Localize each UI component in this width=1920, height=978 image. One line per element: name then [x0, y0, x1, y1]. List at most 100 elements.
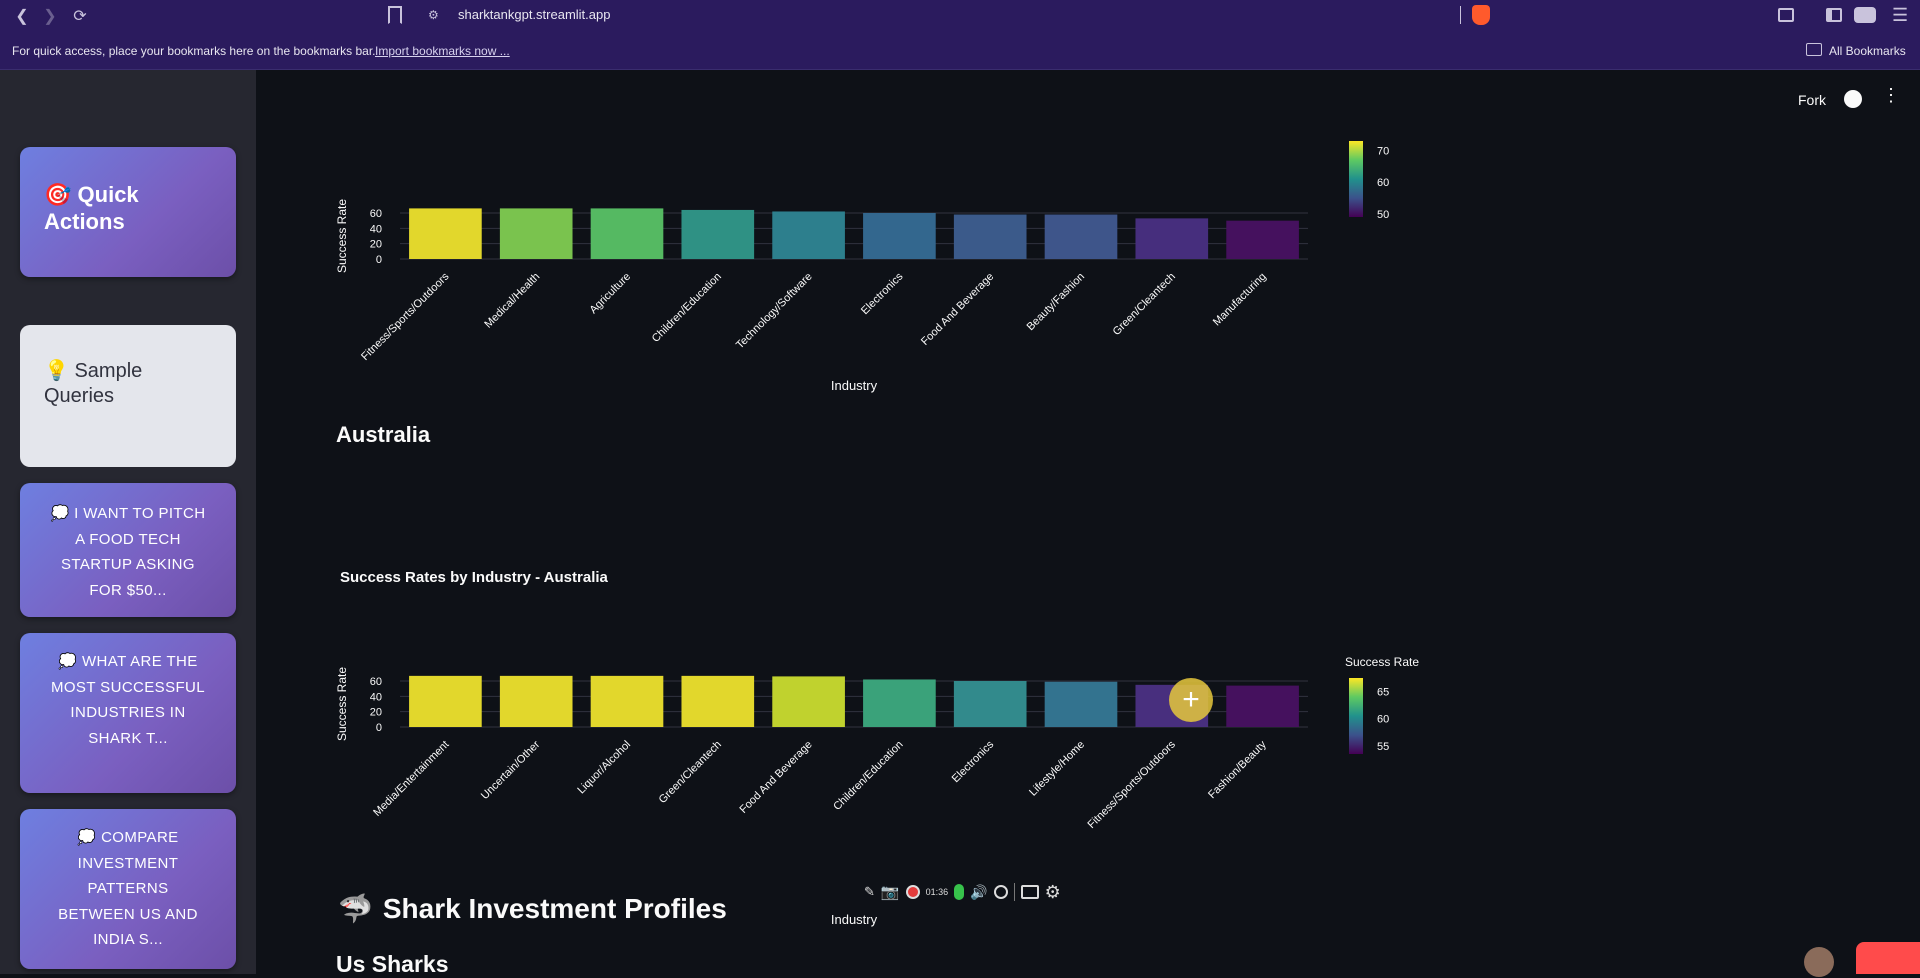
pencil-icon[interactable]: ✎ — [864, 884, 875, 899]
forward-icon[interactable]: ❯ — [43, 8, 57, 25]
y-axis-label: Success Rate — [335, 199, 349, 273]
shark-icon: 🦈 — [338, 893, 373, 924]
australia-heading: Australia — [336, 422, 431, 447]
sample-queries-card[interactable]: 💡 Sample Queries — [20, 325, 236, 467]
colorbar — [1349, 678, 1363, 754]
y-tick-label: 60 — [370, 676, 382, 688]
bar — [1226, 220, 1299, 259]
quick-actions-card[interactable]: 🎯 Quick Actions — [20, 147, 236, 277]
avatar[interactable] — [1804, 947, 1834, 977]
colorbar-tick-label: 70 — [1377, 146, 1389, 158]
speaker-icon[interactable]: 🔊 — [970, 883, 988, 900]
microphone-icon[interactable] — [954, 884, 965, 900]
bar — [590, 675, 664, 727]
y-tick-label: 60 — [370, 208, 382, 220]
address-bar[interactable]: sharktankgpt.streamlit.app — [458, 7, 611, 22]
sample-queries-label: Sample Queries — [44, 360, 143, 407]
bookmarks-bar: For quick access, place your bookmarks h… — [0, 32, 1920, 70]
y-tick-label: 0 — [376, 254, 382, 266]
x-tick-label: Fitness/Sports/Outdoors — [359, 270, 452, 363]
bar — [681, 209, 755, 259]
x-tick-label: Green/Cleantech — [657, 739, 724, 806]
bar — [953, 214, 1027, 259]
url-divider — [1460, 6, 1461, 24]
australia-success-chart: Success Rates by Industry - Australia 0 20… — [335, 569, 1419, 927]
wallet-icon[interactable] — [1854, 7, 1876, 23]
bar — [681, 675, 755, 727]
colorbar-tick-label: 60 — [1377, 714, 1389, 726]
x-tick-label: Food And Beverage — [919, 271, 996, 348]
query-button-compare-us-india[interactable]: 💭 COMPARE INVESTMENT PATTERNS BETWEEN US… — [20, 809, 236, 969]
record-timer: 01:36 — [925, 887, 949, 897]
github-icon[interactable] — [1844, 90, 1862, 108]
camera-icon[interactable]: 📷 — [880, 884, 900, 901]
lightbulb-icon: 💡 — [44, 360, 69, 382]
bar — [863, 679, 936, 727]
bar — [772, 211, 845, 259]
shark-profiles-title: Shark Investment Profiles — [382, 892, 727, 924]
colorbar-tick-label: 65 — [1377, 687, 1389, 699]
reload-icon[interactable]: ⟳ — [73, 8, 87, 25]
x-tick-label: Fitness/Sports/Outdoors — [1086, 738, 1179, 831]
x-tick-label: Children/Education — [831, 739, 905, 813]
streamlit-badge[interactable] — [1856, 942, 1920, 974]
colorbar-tick-label: 55 — [1377, 741, 1389, 753]
x-axis-label: Industry — [831, 912, 878, 927]
bar — [590, 208, 664, 259]
sidebar-toggle-icon[interactable] — [1826, 8, 1842, 22]
all-bookmarks-button[interactable]: All Bookmarks — [1829, 44, 1906, 58]
bar — [409, 208, 482, 259]
y-tick-label: 20 — [370, 707, 382, 719]
webcam-icon[interactable] — [993, 885, 1008, 899]
x-tick-label: Electronics — [950, 738, 997, 785]
colorbar-title: Success Rate — [1345, 655, 1419, 669]
query-text: COMPARE INVESTMENT PATTERNS BETWEEN US A… — [58, 829, 198, 948]
query-button-successful-industries[interactable]: 💭 WHAT ARE THE MOST SUCCESSFUL INDUSTRIE… — [20, 633, 236, 793]
sidebar: 🎯 Quick Actions 💡 Sample Queries 💭 I WAN… — [0, 70, 256, 974]
bar — [499, 208, 573, 259]
x-tick-label: Liquor/Alcohol — [575, 739, 633, 797]
y-tick-label: 40 — [370, 691, 382, 703]
bar — [1044, 681, 1118, 727]
colorbar — [1349, 141, 1363, 217]
fork-button[interactable]: Fork — [1798, 92, 1826, 108]
brave-shield-icon[interactable] — [1472, 5, 1490, 25]
x-tick-label: Children/Education — [650, 271, 724, 345]
quick-actions-label: Quick Actions — [44, 182, 139, 234]
bar — [1044, 214, 1118, 259]
tab-search-icon[interactable] — [1778, 8, 1794, 22]
x-tick-label: Agriculture — [587, 271, 633, 317]
x-tick-label: Uncertain/Other — [479, 738, 543, 802]
recorder-toolbar: ✎ 📷 01:36 🔊 ⚙ — [864, 880, 1096, 904]
x-tick-label: Fashion/Beauty — [1206, 738, 1269, 801]
x-tick-label: Technology/Software — [734, 271, 815, 352]
back-icon[interactable]: ❮ — [15, 8, 29, 25]
browser-toolbar: ❮ ❯ ⟳ ⚙ sharktankgpt.streamlit.app ☰ — [0, 0, 1920, 32]
site-settings-icon[interactable]: ⚙ — [428, 8, 439, 22]
y-axis-label: Success Rate — [335, 667, 349, 741]
import-bookmarks-link[interactable]: Import bookmarks now ... — [375, 44, 510, 58]
bar — [1226, 685, 1299, 727]
us-sharks-heading: Us Sharks — [336, 951, 449, 977]
colorbar-tick-label: 60 — [1377, 177, 1389, 189]
thought-bubble-icon: 💭 — [58, 653, 78, 670]
query-button-food-tech[interactable]: 💭 I WANT TO PITCH A FOOD TECH STARTUP AS… — [20, 483, 236, 617]
bar — [409, 675, 482, 727]
query-text: I WANT TO PITCH A FOOD TECH STARTUP ASKI… — [61, 505, 206, 599]
x-tick-label: Media/Entertainment — [371, 739, 451, 819]
menu-icon[interactable]: ☰ — [1892, 5, 1909, 25]
main-content: Fork ⋮ 0 20 40 60 Fitness/Sports/Outdoors Med… — [256, 70, 1920, 977]
bookmark-page-icon[interactable] — [388, 6, 402, 24]
x-tick-label: Green/Cleantech — [1111, 271, 1178, 338]
x-tick-label: Medical/Health — [482, 271, 542, 331]
record-icon[interactable] — [905, 885, 920, 899]
bar — [953, 681, 1027, 727]
screen-icon[interactable] — [1020, 885, 1039, 899]
settings-gear-icon[interactable]: ⚙ — [1044, 881, 1061, 902]
x-tick-label: Manufacturing — [1211, 271, 1269, 329]
query-text: WHAT ARE THE MOST SUCCESSFUL INDUSTRIES … — [50, 653, 206, 747]
x-tick-label: Lifestyle/Home — [1027, 739, 1087, 799]
bar — [1135, 218, 1209, 259]
y-tick-label: 40 — [370, 223, 382, 235]
more-menu-icon[interactable]: ⋮ — [1882, 85, 1900, 105]
